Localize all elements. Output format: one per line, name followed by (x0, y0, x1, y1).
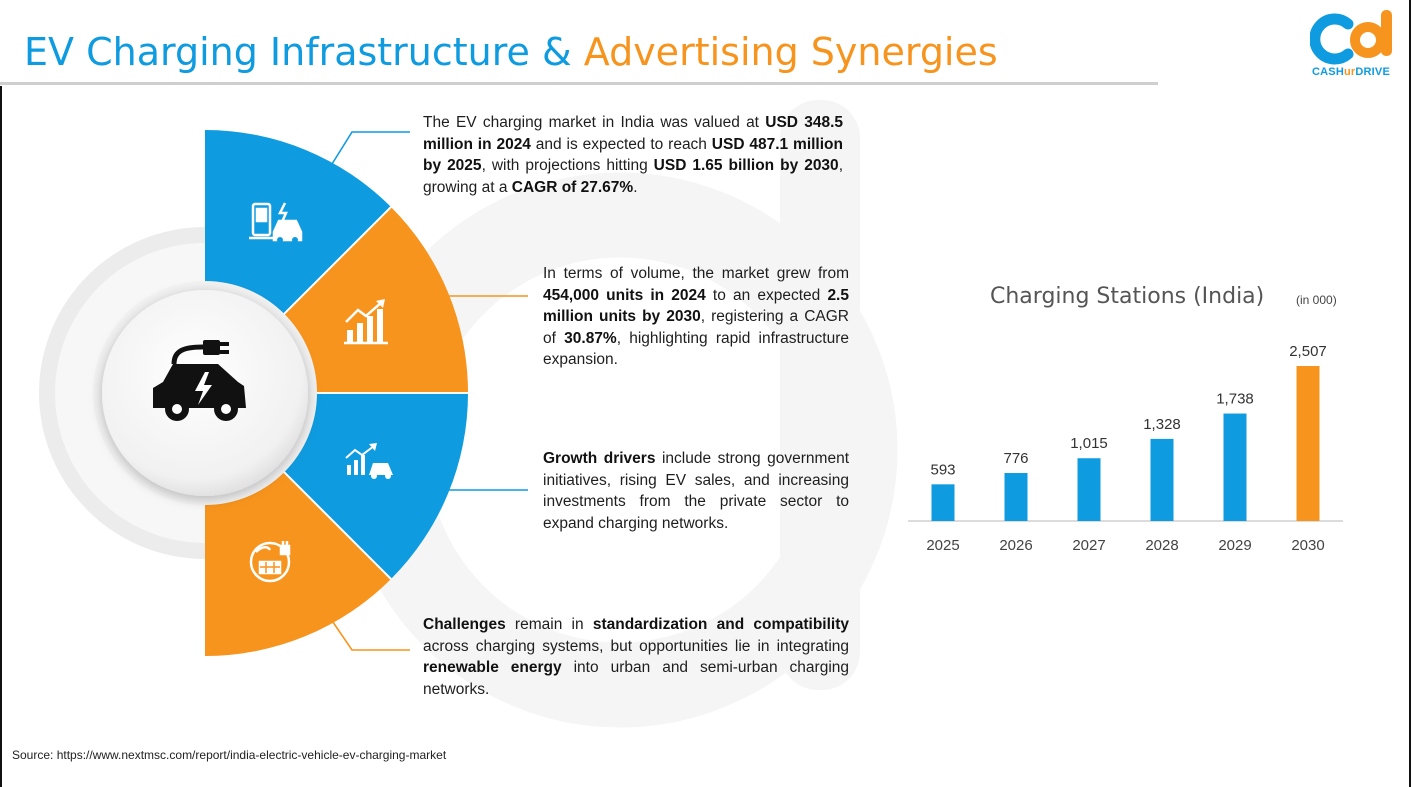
text-volume: In terms of volume, the market grew from… (543, 265, 849, 368)
charging-station-car-icon (249, 202, 303, 243)
title-part-orange: Advertising Synergies (583, 30, 998, 74)
chart-title: Charging Stations (India) (990, 284, 1265, 309)
x-tick-2027: 2027 (1072, 537, 1105, 554)
left-border (0, 86, 2, 787)
x-tick-2026: 2026 (999, 537, 1032, 554)
ev-car-plug-icon (153, 340, 246, 421)
solar-plug-icon (249, 541, 291, 583)
value-label-2027: 1,015 (1070, 435, 1108, 452)
bar-2025 (931, 484, 955, 521)
bar-2026 (1004, 473, 1028, 521)
value-label-2030: 2,507 (1289, 343, 1327, 360)
text-market-value: The EV charging market in India was valu… (423, 114, 844, 196)
page-title: EV Charging Infrastructure & Advertising… (24, 22, 998, 82)
value-label-2028: 1,328 (1143, 416, 1181, 433)
x-tick-2029: 2029 (1218, 537, 1251, 554)
value-label-2025: 593 (930, 461, 955, 478)
chart-unit: (in 000) (1296, 293, 1337, 307)
logo-wordmark: CASHurDRIVE (1312, 66, 1390, 78)
bar-2027 (1077, 458, 1101, 521)
text-challenges: Challenges remain in standardization and… (423, 616, 849, 698)
x-tick-2030: 2030 (1291, 537, 1324, 554)
connector-lines (321, 131, 410, 181)
title-divider (0, 82, 1158, 85)
x-tick-2028: 2028 (1145, 537, 1178, 554)
value-label-2029: 1,738 (1216, 391, 1254, 408)
bar-2030 (1296, 366, 1320, 521)
value-label-2026: 776 (1003, 450, 1028, 467)
source-citation: Source: https://www.nextmsc.com/report/i… (12, 748, 447, 762)
growth-drivers-car-icon (345, 443, 393, 479)
growth-chart-icon (344, 299, 388, 345)
cashurdrive-logo (1310, 10, 1392, 65)
bar-2028 (1150, 438, 1174, 521)
text-growth-drivers: Growth drivers include strong government… (543, 450, 850, 532)
right-border (1409, 0, 1411, 787)
bar-2029 (1223, 413, 1247, 521)
x-tick-2025: 2025 (926, 537, 959, 554)
title-part-blue: EV Charging Infrastructure & (24, 30, 572, 74)
